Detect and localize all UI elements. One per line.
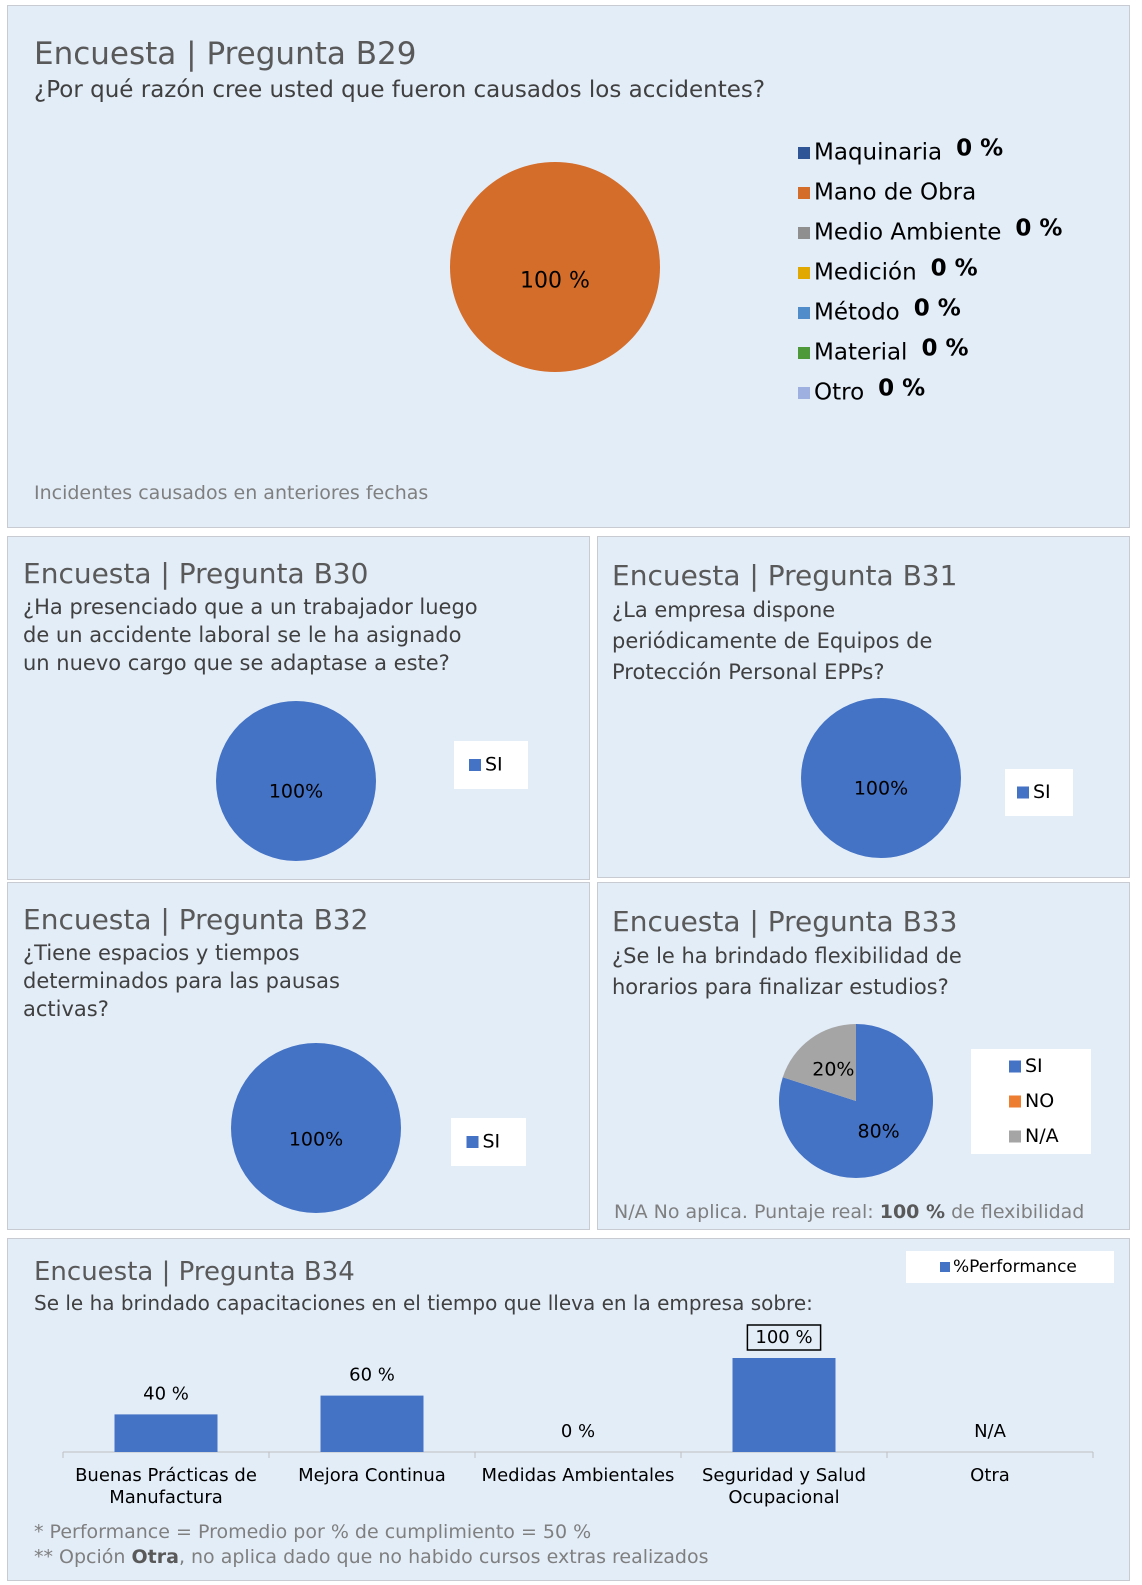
note-part: 100 % (879, 1201, 946, 1223)
note-part: * Performance = Promedio por % de cumpli… (34, 1521, 592, 1543)
panel: Encuesta | Pregunta B33 ¿Se le ha brinda… (597, 882, 1130, 1230)
data-label: 40 % (143, 1383, 189, 1404)
legend-swatch (1009, 1130, 1021, 1143)
panel: Encuesta | Pregunta B34 Se le ha brindad… (7, 1238, 1130, 1581)
note-part: , no aplica dado que no habido cursos ex… (178, 1546, 709, 1568)
legend-swatch (798, 267, 810, 279)
note-part: de flexibilidad (945, 1201, 1085, 1223)
data-label: 100% (269, 781, 323, 803)
data-label: 60 % (349, 1365, 395, 1386)
legend-label: Método (814, 300, 900, 326)
legend-swatch (1017, 786, 1029, 799)
panel-title: Encuesta | Pregunta B30 (23, 557, 369, 590)
pie-slice (216, 701, 376, 861)
panel: Encuesta | Pregunta B30 ¿Ha presenciado … (7, 536, 590, 880)
question: ¿Ha presenciado que a un trabajador lueg… (23, 595, 478, 675)
data-label: 0 % (561, 1421, 595, 1442)
legend-swatch (940, 1262, 950, 1272)
chart: 40 % 60 % 0 % 100 % N/A %Performance (62, 1251, 1114, 1458)
data-label: 0 % (878, 376, 925, 402)
panel: Encuesta | Pregunta B32 ¿Tiene espacios … (7, 882, 590, 1230)
panel-title: Encuesta | Pregunta B29 (34, 36, 417, 72)
legend-label: Otro (814, 380, 864, 406)
legend-label: NO (1025, 1090, 1054, 1112)
question: ¿Por qué razón cree usted que fueron cau… (34, 77, 766, 103)
note-part: ** Opción (34, 1546, 132, 1568)
chart: 100 % Maquinaria 0 % Mano de Obra Medio Ambi… (450, 136, 1062, 406)
panel-title: Encuesta | Pregunta B34 (34, 1257, 355, 1287)
legend-label: Medición (814, 260, 917, 286)
legend-swatch (798, 147, 810, 159)
data-label: 80% (858, 1121, 900, 1143)
data-label: 0 % (931, 256, 978, 282)
data-label: 100% (854, 778, 908, 800)
x-tick-label: Otra (970, 1465, 1010, 1486)
footnote: ** Opción Otra, no aplica dado que no ha… (34, 1546, 709, 1568)
note-part: Otra (131, 1546, 179, 1568)
x-tick-label: Seguridad y Salud Ocupacional (701, 1465, 866, 1508)
x-tick-label: Mejora Continua (298, 1465, 446, 1486)
legend-swatch (798, 347, 810, 359)
chart: 100% SI (801, 698, 1073, 858)
footnote: N/A No aplica. Puntaje real: 100 % de fl… (614, 1201, 1084, 1223)
legend-swatch (798, 187, 810, 199)
bar (114, 1414, 218, 1452)
data-label: 0 % (921, 336, 968, 362)
legend-swatch (798, 307, 810, 319)
bar (732, 1358, 836, 1452)
legend-box (971, 1049, 1091, 1154)
legend-label: Material (814, 340, 907, 366)
label-box (746, 1324, 822, 1351)
panel: Encuesta | Pregunta B31 ¿La empresa disp… (597, 536, 1130, 878)
data-label: 0 % (1015, 216, 1062, 242)
data-label: 0 % (914, 296, 961, 322)
panel-title: Encuesta | Pregunta B32 (23, 903, 369, 936)
pie-slice (231, 1043, 401, 1213)
footnote: * Performance = Promedio por % de cumpli… (34, 1521, 591, 1543)
pie-slice (801, 698, 961, 858)
note-part: N/A No aplica. Puntaje real: (614, 1201, 880, 1223)
legend-label: SI (1025, 1055, 1043, 1077)
question: ¿La empresa dispone periódicamente de Eq… (612, 598, 933, 684)
data-label: 100 % (520, 269, 590, 294)
pie-slice (782, 1024, 856, 1101)
legend-swatch (469, 759, 481, 771)
legend-label: SI (483, 1131, 501, 1153)
data-label: 0 % (956, 136, 1003, 162)
note-part: Incidentes causados en anteriores fechas (34, 482, 429, 504)
legend-label: SI (1033, 781, 1051, 803)
panel-title: Encuesta | Pregunta B33 (612, 905, 958, 938)
legend-box (1005, 769, 1073, 816)
legend-box (451, 1118, 526, 1166)
legend-label: Mano de Obra (814, 180, 976, 206)
x-tick-label: Buenas Prácticas de Manufactura (75, 1465, 257, 1508)
data-label: N/A (974, 1421, 1007, 1442)
data-label: 100 % (755, 1327, 812, 1348)
legend-box (454, 741, 528, 789)
question: Se le ha brindado capacitaciones en el t… (34, 1291, 813, 1315)
legend-label: SI (485, 754, 503, 776)
question: ¿Se le ha brindado flexibilidad de horar… (612, 944, 962, 999)
legend-swatch (798, 227, 810, 239)
legend-swatch (1009, 1095, 1021, 1108)
legend-swatch (1009, 1060, 1021, 1073)
legend-label: Maquinaria (814, 140, 942, 166)
footnote: Incidentes causados en anteriores fechas (34, 482, 428, 504)
chart: 100% SI (231, 1043, 526, 1213)
data-label: 100% (289, 1128, 343, 1150)
legend-swatch (798, 387, 810, 399)
bar (320, 1395, 424, 1452)
chart: 80% 20% SI NO N/A (779, 1024, 1091, 1178)
legend-label: Medio Ambiente (814, 220, 1001, 246)
panel: Encuesta | Pregunta B29 ¿Por qué razón c… (7, 5, 1130, 528)
legend-swatch (466, 1136, 479, 1148)
panel-title: Encuesta | Pregunta B31 (612, 559, 958, 592)
x-tick-label: Medidas Ambientales (481, 1465, 675, 1486)
pie-slice (450, 162, 660, 372)
legend-label: %Performance (953, 1257, 1077, 1277)
data-label: 20% (812, 1058, 854, 1080)
question: ¿Tiene espacios y tiempos determinados p… (23, 941, 340, 1021)
legend-label: N/A (1025, 1125, 1059, 1147)
chart: 100% SI (216, 701, 528, 861)
